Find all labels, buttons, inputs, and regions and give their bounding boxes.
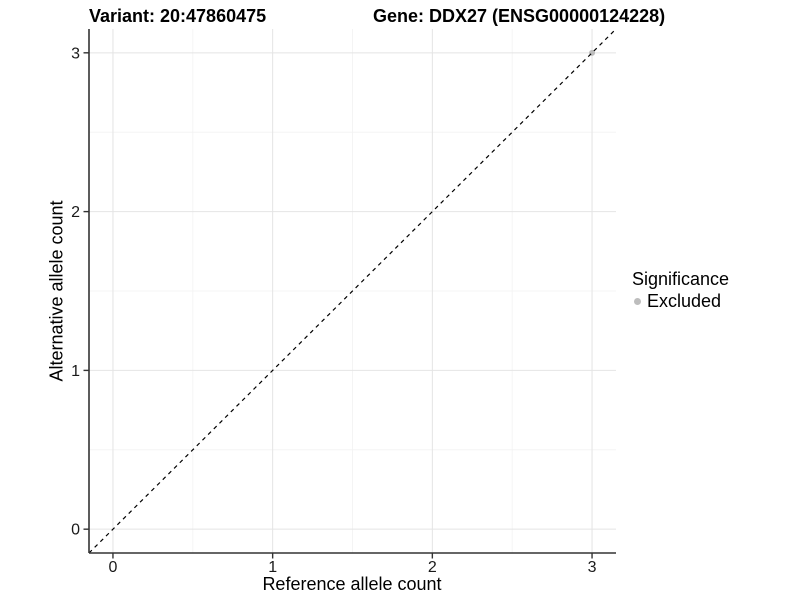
identity-line [88, 28, 617, 554]
y-tick-label: 2 [71, 204, 80, 221]
gene-title: Gene: DDX27 (ENSG00000124228) [373, 6, 666, 26]
x-tick-label: 0 [109, 559, 118, 576]
variant-title: Variant: 20:47860475 [89, 6, 267, 26]
y-tick-label: 3 [71, 45, 80, 62]
x-tick-label: 3 [588, 559, 597, 576]
legend: Significance Excluded [632, 269, 729, 312]
legend-point-icon [634, 298, 641, 305]
legend-title: Significance [632, 269, 730, 289]
y-axis-title: Alternative allele count [46, 200, 67, 382]
legend-entry: Excluded [632, 291, 729, 312]
legend-entry-label: Excluded [647, 291, 722, 311]
y-tick-label: 1 [71, 363, 80, 380]
y-tick-label: 0 [71, 522, 80, 539]
x-tick-label: 1 [268, 559, 277, 576]
x-axis-title: Reference allele count [262, 574, 442, 594]
x-tick-label: 2 [428, 559, 437, 576]
